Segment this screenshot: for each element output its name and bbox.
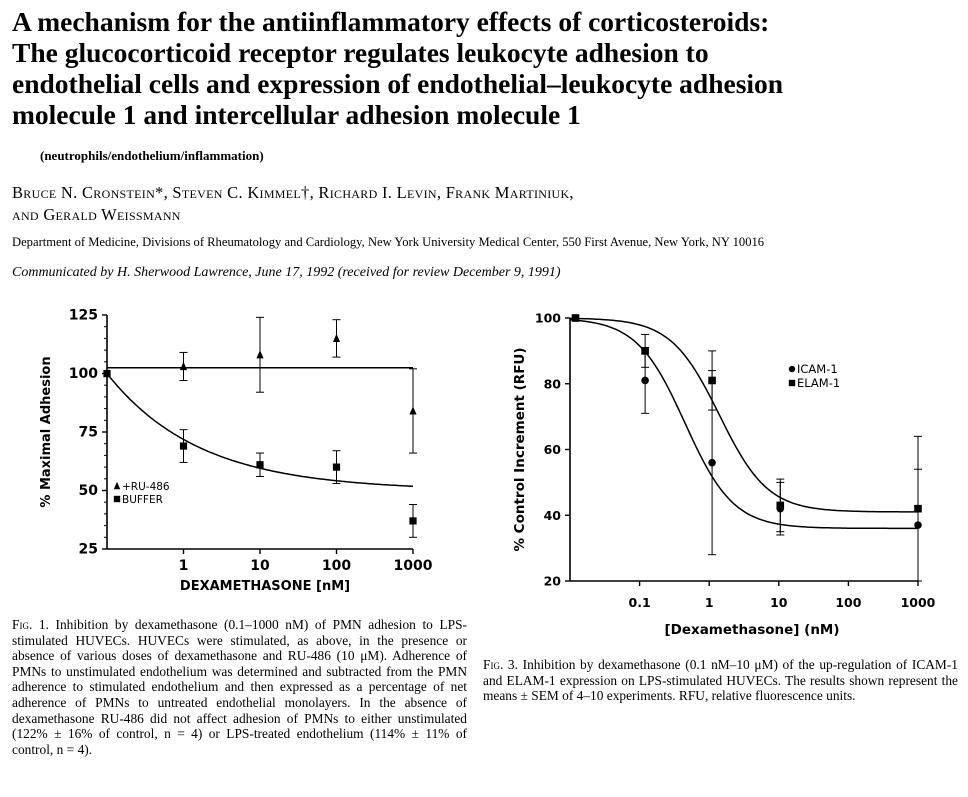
author-line: and Gerald Weissmann: [12, 205, 181, 224]
y-tick-label: 100: [535, 311, 561, 326]
data-point-square: [409, 517, 417, 525]
data-point-square: [641, 347, 649, 355]
x-tick-label: 0.1: [629, 595, 651, 610]
data-point-triangle: [256, 350, 264, 359]
legend-label: +RU-486: [122, 481, 170, 493]
title-line: A mechanism for the antiinflammatory eff…: [12, 6, 770, 37]
caption-label: Fig. 1.: [12, 617, 49, 632]
caption-text: Inhibition by dexamethasone (0.1 nM–10 μ…: [483, 657, 958, 704]
legend-label: ELAM-1: [797, 376, 840, 390]
y-axis-label: % Maximal Adhesion: [39, 356, 54, 507]
x-tick-label: 10: [770, 595, 788, 610]
figure-3-caption: Fig. 3. Inhibition by dexamethasone (0.1…: [483, 657, 958, 704]
data-point-square: [256, 461, 264, 469]
x-tick-label: 100: [322, 558, 351, 574]
y-axis-label: % Control Increment (RFU): [512, 347, 528, 551]
x-tick-label: 1: [179, 558, 189, 574]
data-point-square: [776, 501, 785, 510]
data-point-triangle: [409, 406, 417, 415]
paper-title: A mechanism for the antiinflammatory eff…: [12, 6, 962, 130]
data-point-square: [103, 369, 111, 378]
y-tick-label: 80: [544, 376, 562, 391]
figure-1-caption: Fig. 1. Inhibition by dexamethasone (0.1…: [12, 617, 467, 757]
data-point-triangle: [332, 333, 341, 342]
author-list: Bruce N. Cronstein*, Steven C. Kimmel†, …: [12, 182, 574, 226]
fit-curve-icam1: [569, 319, 918, 530]
y-tick-label: 25: [79, 542, 98, 558]
y-tick-label: 50: [79, 483, 99, 499]
x-tick-label: 10: [250, 558, 270, 574]
data-point-triangle: [179, 361, 188, 371]
y-tick-label: 75: [79, 425, 98, 441]
data-point-square: [332, 463, 341, 471]
author-line: Bruce N. Cronstein*, Steven C. Kimmel†, …: [12, 183, 574, 202]
legend-label: ICAM-1: [797, 362, 838, 376]
x-tick-label: 1: [705, 595, 714, 610]
title-line: The glucocorticoid receptor regulates le…: [12, 37, 709, 68]
data-point-circle: [788, 365, 796, 373]
data-point-square: [708, 376, 716, 385]
legend-label: BUFFER: [122, 494, 163, 506]
y-tick-label: 20: [544, 574, 562, 589]
x-tick-label: 1000: [394, 558, 433, 574]
title-line: endothelial cells and expression of endo…: [12, 68, 784, 99]
caption-label: Fig. 3.: [483, 657, 518, 672]
keywords: (neutrophils/endothelium/inflammation): [40, 148, 264, 163]
communicated-by: Communicated by H. Sherwood Lawrence, Ju…: [12, 265, 561, 280]
y-tick-label: 40: [544, 508, 562, 523]
data-point-square: [113, 495, 121, 503]
figure-1-chart: 25 50 75 100 125 1 10 100 1000 DEXAMETHASONE [nM]…: [39, 308, 433, 595]
x-axis-label: DEXAMETHASONE [nM]: [180, 579, 350, 594]
data-point-square: [914, 504, 922, 513]
x-tick-label: 100: [835, 595, 861, 610]
data-point-triangle: [113, 481, 121, 490]
affiliation: Department of Medicine, Divisions of Rhe…: [12, 235, 765, 249]
fit-curve-elam1: [569, 317, 918, 513]
data-point-circle: [708, 458, 716, 467]
figure-3-chart: 20 40 60 80 100 0.1 1 10 100 1000 [Dexamethasone] …: [512, 311, 936, 639]
data-point-square: [179, 442, 188, 450]
title-line: molecule 1 and intercellular adhesion mo…: [12, 99, 581, 130]
data-point-circle: [641, 376, 649, 385]
y-tick-label: 100: [69, 366, 98, 382]
x-tick-label: 1000: [901, 595, 936, 610]
caption-text: Inhibition by dexamethasone (0.1–1000 nM…: [12, 617, 467, 757]
data-point-square: [571, 314, 580, 322]
y-tick-label: 125: [69, 308, 98, 324]
x-axis-label: [Dexamethasone] (nM): [664, 622, 839, 638]
y-tick-label: 60: [544, 442, 562, 457]
data-point-square: [788, 379, 796, 387]
